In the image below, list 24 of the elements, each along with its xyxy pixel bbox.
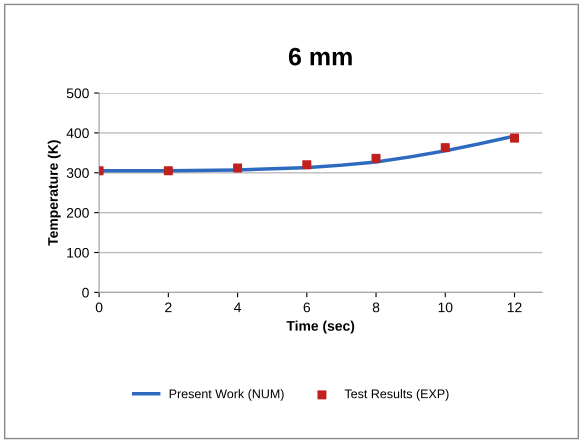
y-tick-label: 500 — [66, 88, 89, 98]
point — [440, 143, 450, 152]
y-tick-label: 0 — [82, 288, 89, 298]
y-axis-title: Temperature (K) — [48, 140, 61, 246]
x-tick-label: 0 — [96, 302, 102, 312]
x-tick-label: 12 — [508, 302, 522, 312]
y-tick-label: 200 — [66, 208, 89, 218]
legend-label: Present Work (NUM) — [170, 389, 284, 401]
chart-title: 6 mm — [288, 48, 352, 66]
x-tick-label: 2 — [165, 302, 172, 312]
legend-label: Test Results (EXP) — [344, 389, 449, 401]
y-tick-label: 100 — [67, 248, 89, 258]
point — [233, 163, 242, 172]
y-tick-label: 300 — [66, 168, 89, 178]
x-tick-label: 8 — [372, 302, 380, 312]
point — [372, 154, 381, 163]
x-tick-label: 10 — [438, 302, 452, 312]
point — [302, 160, 312, 170]
y-tick-label: 400 — [66, 128, 89, 138]
point — [164, 166, 173, 176]
x-tick-label: 6 — [304, 302, 310, 312]
x-tick-label: 4 — [234, 302, 242, 312]
point — [510, 134, 519, 143]
x-axis-title: Time (sec) — [286, 320, 354, 334]
